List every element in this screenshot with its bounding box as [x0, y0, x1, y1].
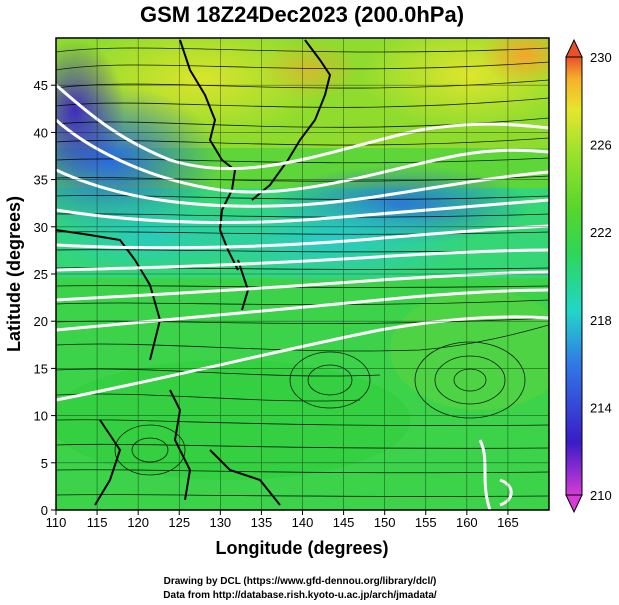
y-axis-ticks: 0 5 10 15 20 25 30 35 40 45 [34, 78, 56, 518]
x-tick-label: 140 [292, 515, 314, 530]
y-tick-label: 35 [34, 173, 48, 188]
colorbar-bottom-arrow [565, 494, 583, 514]
x-tick-label: 125 [168, 515, 190, 530]
colorbar-ticks: 230 226 222 218 214 210 [590, 50, 612, 503]
colorbar-top-arrow [565, 38, 583, 58]
y-tick-label: 15 [34, 361, 48, 376]
y-tick-label: 5 [41, 456, 48, 471]
contour-lines [56, 83, 549, 510]
credit-line-1: Drawing by DCL (https://www.gfd-dennou.o… [164, 576, 437, 587]
x-axis-ticks: 110 115 120 125 130 135 140 145 150 155 160 165 [46, 510, 519, 530]
x-tick-label: 160 [456, 515, 478, 530]
y-tick-label: 25 [34, 267, 48, 282]
y-tick-label: 0 [41, 503, 48, 518]
x-tick-label: 120 [127, 515, 149, 530]
x-tick-label: 150 [374, 515, 396, 530]
y-tick-label: 40 [34, 125, 48, 140]
y-axis-label: Latitude (degrees) [4, 196, 24, 352]
colorbar-label: 230 [590, 50, 612, 65]
colorbar-ramp [565, 56, 583, 496]
lat-lon-grid [55, 38, 549, 511]
x-tick-label: 115 [87, 515, 108, 530]
colorbar-label: 218 [590, 313, 612, 328]
x-tick-label: 110 [46, 515, 67, 530]
credit-line-2: Data from http://database.rish.kyoto-u.a… [163, 590, 437, 601]
colorbar-label: 226 [590, 138, 612, 153]
x-tick-label: 135 [251, 515, 273, 530]
y-tick-label: 30 [34, 220, 48, 235]
x-axis-label: Longitude (degrees) [215, 538, 388, 558]
x-tick-label: 155 [415, 515, 437, 530]
x-tick-label: 130 [209, 515, 231, 530]
y-tick-label: 10 [34, 409, 48, 424]
colorbar-label: 210 [590, 488, 612, 503]
y-tick-label: 45 [34, 78, 48, 93]
colorbar-label: 214 [590, 400, 612, 415]
colorbar-label: 222 [590, 225, 612, 240]
temperature-map [56, 38, 549, 510]
x-tick-label: 165 [497, 515, 519, 530]
figure-title: GSM 18Z24Dec2023 (200.0hPa) [140, 2, 464, 27]
y-tick-label: 20 [34, 314, 48, 329]
colorbar: 230 226 222 218 214 210 [565, 38, 612, 514]
x-tick-label: 145 [333, 515, 355, 530]
